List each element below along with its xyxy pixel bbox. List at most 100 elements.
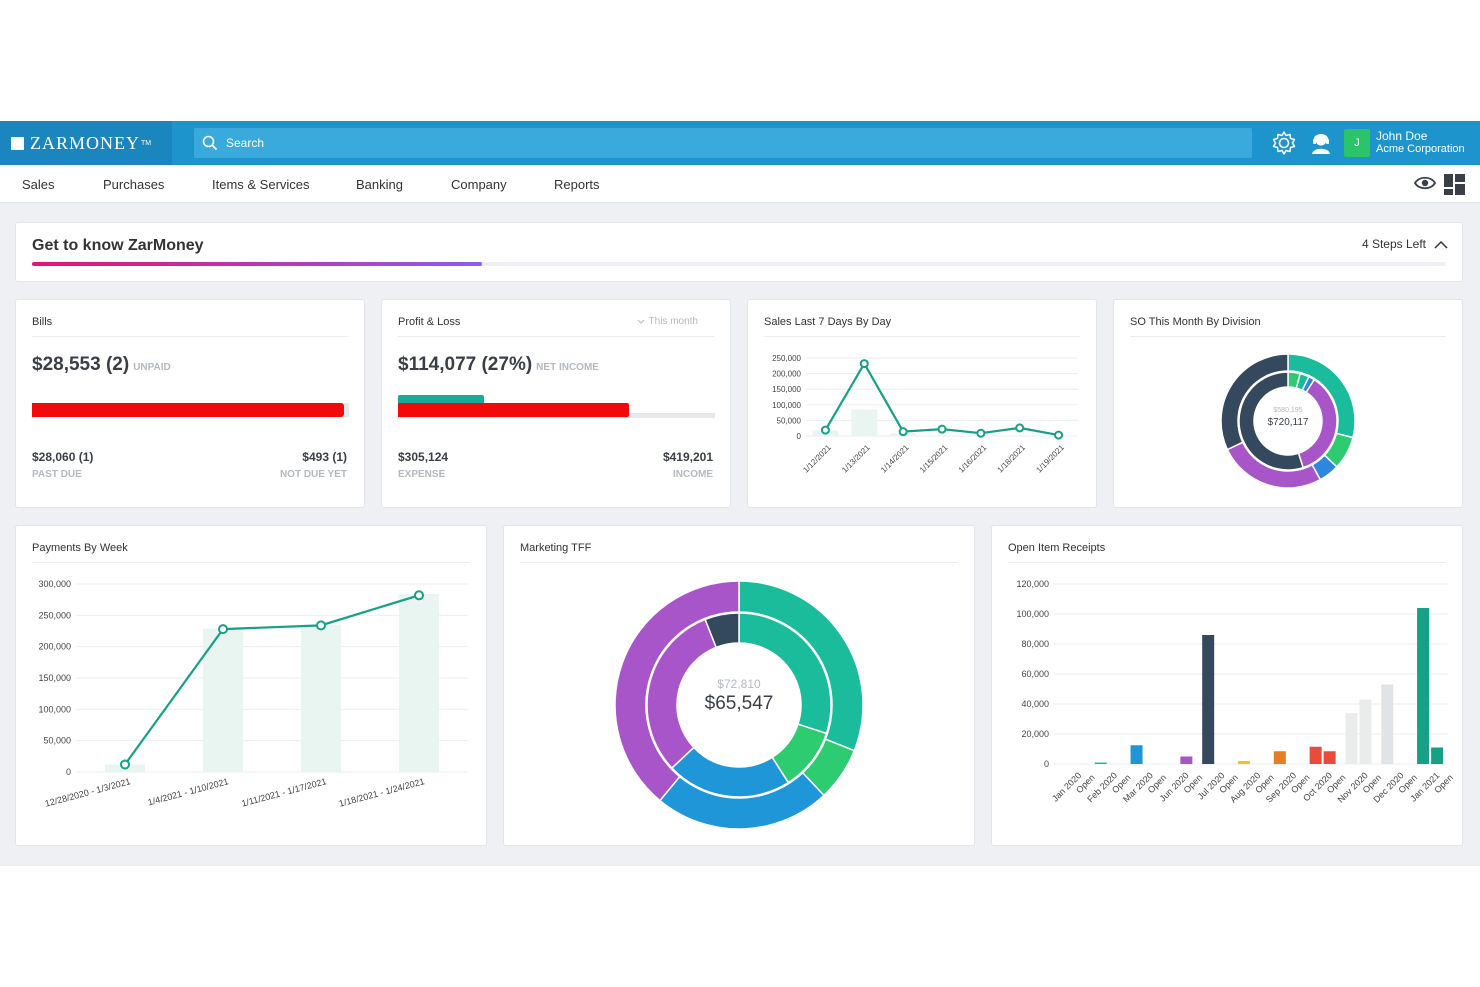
x-tick-label: 1/13/2021 (840, 443, 872, 475)
support-agent-icon[interactable] (1307, 129, 1335, 157)
search-input[interactable] (226, 136, 1126, 150)
x-tick-label: 12/28/2020 - 1/3/2021 (44, 776, 132, 808)
onboarding-progress-fill (32, 262, 482, 266)
bills-amount: $28,553 (2) UNPAID (32, 354, 171, 376)
x-tick-label: 1/15/2021 (918, 443, 950, 475)
nav-item-sales[interactable]: Sales (22, 177, 55, 192)
donut-secondary-label: $72,810 (717, 677, 761, 691)
outer-slice (614, 580, 740, 802)
logo[interactable]: ZarMoney TM (0, 121, 172, 165)
receipts-bar-chart: 120,000100,00080,00060,00040,00020,0000J… (1016, 579, 1454, 813)
volume-bar (301, 624, 341, 772)
y-tick-label: 150,000 (38, 673, 71, 683)
bills-past-due-value: $28,060 (1) (32, 450, 94, 464)
nav-item-company[interactable]: Company (451, 177, 507, 192)
marketing-tff-card: Marketing TFF $72,810 $65,547 (503, 525, 975, 846)
y-tick-label: 40,000 (1021, 699, 1049, 709)
main-nav: Sales Purchases Items & Services Banking… (0, 165, 1480, 203)
bar (1130, 745, 1143, 764)
bills-title: Bills (32, 316, 53, 328)
x-tick-label: 1/4/2021 - 1/10/2021 (147, 776, 230, 807)
nav-item-banking[interactable]: Banking (356, 177, 403, 192)
sales-last-7-days-card: Sales Last 7 Days By Day 250,000 200,000 1… (747, 299, 1097, 508)
profit-loss-amount: $114,077 (27%) NET INCOME (398, 354, 599, 376)
data-point (859, 359, 869, 369)
logo-mark-icon (11, 136, 24, 150)
expense-fill (398, 403, 629, 417)
period-dropdown[interactable]: This month (637, 316, 698, 327)
y-tick-label: 0 (66, 767, 71, 777)
search-bar[interactable] (194, 128, 1252, 158)
nav-item-reports[interactable]: Reports (554, 177, 600, 192)
data-point (316, 620, 326, 631)
sales-chart-title: Sales Last 7 Days By Day (764, 316, 892, 328)
steps-left-toggle[interactable]: 4 Steps Left (1362, 237, 1448, 251)
bar (1323, 751, 1336, 764)
profit-loss-amount-label: NET INCOME (536, 362, 599, 373)
data-point (414, 590, 424, 601)
x-tick-label: 1/16/2021 (957, 443, 989, 475)
user-name: John Doe (1376, 129, 1428, 143)
x-tick-label: Feb 2020Open (1085, 765, 1132, 812)
profit-loss-card: Profit & Loss This month $114,077 (27%) N… (381, 299, 731, 508)
income-label: INCOME (673, 469, 713, 480)
y-tick-label: 50,000 (777, 416, 802, 425)
donut-main-label: $720,117 (1268, 417, 1309, 428)
volume-bar (399, 594, 439, 772)
y-tick-label: 300,000 (38, 579, 71, 589)
divider (32, 562, 470, 563)
marketing-donut-chart: $72,810 $65,547 (614, 580, 864, 830)
chevron-down-icon (637, 319, 644, 324)
user-menu[interactable]: J John Doe Acme Corporation (1344, 128, 1480, 158)
app-window: ZarMoney TM J John Doe Acme Corporation … (0, 121, 1480, 866)
so-by-division-card: SO This Month By Division $580,195 $720,1… (1113, 299, 1463, 508)
user-avatar: J (1344, 129, 1370, 157)
bar (1417, 608, 1430, 764)
x-tick-label: 1/11/2021 - 1/17/2021 (240, 776, 327, 808)
x-tick-label: 1/19/2021 (1034, 443, 1066, 475)
dashboard-layout-icon[interactable] (1444, 174, 1465, 200)
donut-secondary-label: $580,195 (1273, 407, 1302, 414)
profit-loss-amount-value: $114,077 (27%) (398, 354, 533, 375)
y-tick-label: 150,000 (772, 385, 801, 394)
x-tick-label: Sep 2020Open (1264, 765, 1312, 813)
bills-card: Bills $28,553 (2) UNPAID $28,060 (1) PAST… (15, 299, 365, 508)
y-tick-label: 0 (1044, 759, 1049, 769)
eye-icon[interactable] (1413, 175, 1437, 196)
x-tick-label: 1/14/2021 (879, 443, 911, 475)
y-tick-label: 20,000 (1021, 729, 1049, 739)
onboarding-card: Get to know ZarMoney 4 Steps Left (15, 222, 1463, 282)
bar (1238, 761, 1250, 764)
x-tick-label: 1/12/2021 (801, 443, 833, 475)
bar (1180, 756, 1193, 764)
chevron-up-icon (1434, 240, 1448, 249)
open-item-receipts-card: Open Item Receipts 120,000 100,000 80,000 6… (991, 525, 1463, 846)
y-tick-label: 100,000 (772, 401, 801, 410)
y-tick-label: 200,000 (772, 370, 801, 379)
bar (1345, 713, 1358, 764)
x-tick-label: Oct 2020Open (1301, 765, 1347, 811)
nav-item-purchases[interactable]: Purchases (103, 177, 165, 192)
inner-slice (704, 612, 740, 649)
sales-line-chart: 250,000 200,000 150,000 100,000 50,000 0 1/12/… (772, 354, 1078, 475)
x-tick-label: Jun 2020Open (1158, 765, 1205, 812)
bills-amount-value: $28,553 (2) (32, 354, 130, 375)
bar (1381, 684, 1394, 764)
so-donut-chart: $580,195 $720,117 (1220, 353, 1356, 489)
divider (398, 336, 714, 337)
y-tick-label: 250,000 (772, 354, 801, 363)
data-point (820, 425, 830, 435)
y-tick-label: 0 (797, 432, 802, 441)
receipts-chart-title: Open Item Receipts (1008, 542, 1106, 554)
period-dropdown-value: This month (648, 316, 698, 327)
settings-gear-icon[interactable] (1270, 129, 1298, 157)
nav-item-items-services[interactable]: Items & Services (212, 177, 310, 192)
marketing-chart-title: Marketing TFF (520, 542, 592, 554)
expense-label: EXPENSE (398, 469, 446, 480)
bills-bar (32, 403, 349, 417)
bar (1202, 635, 1215, 764)
bar (1359, 699, 1372, 764)
search-icon (202, 135, 218, 151)
bar (1094, 762, 1107, 764)
income-value: $419,201 (662, 450, 713, 464)
